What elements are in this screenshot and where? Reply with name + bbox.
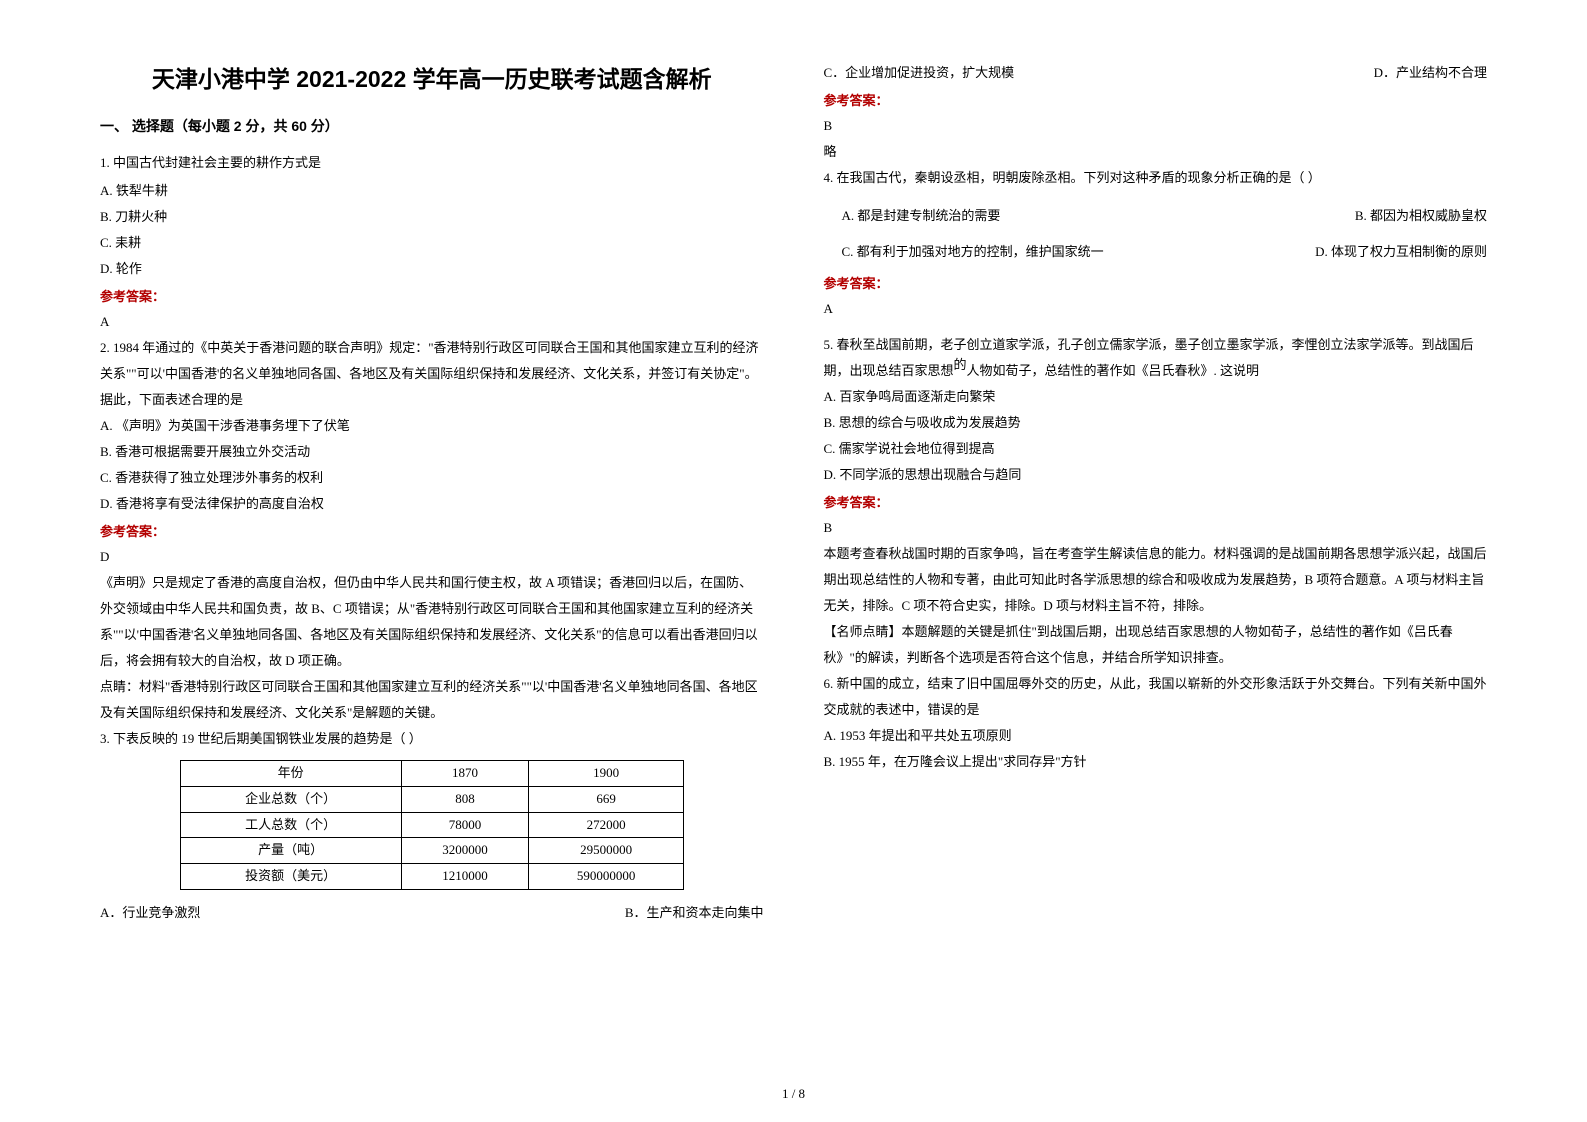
table-cell: 78000: [401, 812, 529, 838]
q5-option-c: C. 儒家学说社会地位得到提高: [824, 436, 1488, 462]
q3-option-d: D．产业结构不合理: [1374, 60, 1487, 86]
q2-stem: 2. 1984 年通过的《中英关于香港问题的联合声明》规定："香港特别行政区可同…: [100, 335, 764, 413]
q1-answer-label: 参考答案：: [100, 286, 764, 305]
table-row: 工人总数（个） 78000 272000: [180, 812, 683, 838]
q3-option-b-part1: B．生产和资本走向集中: [625, 900, 764, 926]
table-cell: 1900: [529, 761, 683, 787]
q3-answer-label: 参考答案：: [824, 90, 1488, 109]
page-number: 1 / 8: [782, 1086, 805, 1102]
table-cell: 1210000: [401, 864, 529, 890]
q4-option-a: A. 都是封建专制统治的需要: [842, 203, 1001, 229]
table-cell: 工人总数（个）: [180, 812, 401, 838]
q3-stem: 3. 下表反映的 19 世纪后期美国钢铁业发展的趋势是（ ）: [100, 726, 764, 752]
q2-option-d: D. 香港将享有受法律保护的高度自治权: [100, 491, 764, 517]
q2-explanation-1: 《声明》只是规定了香港的高度自治权，但仍由中华人民共和国行使主权，故 A 项错误…: [100, 570, 764, 674]
q1-option-a: A. 铁犁牛耕: [100, 178, 764, 204]
q1-stem: 1. 中国古代封建社会主要的耕作方式是: [100, 150, 764, 176]
q5-option-a: A. 百家争鸣局面逐渐走向繁荣: [824, 384, 1488, 410]
q5-explanation-1: 本题考查春秋战国时期的百家争鸣，旨在考查学生解读信息的能力。材料强调的是战国前期…: [824, 541, 1488, 619]
exam-title: 天津小港中学 2021-2022 学年高一历史联考试题含解析: [100, 60, 764, 94]
q3-options-row-ab: A．行业竞争激烈 B．生产和资本走向集中: [100, 900, 764, 926]
q5-explanation-2: 【名师点睛】本题解题的关键是抓住"到战国后期，出现总结百家思想的人物如荀子，总结…: [824, 619, 1488, 671]
table-row: 投资额（美元） 1210000 590000000: [180, 864, 683, 890]
table-cell: 企业总数（个）: [180, 786, 401, 812]
q4-stem: 4. 在我国古代，秦朝设丞相，明朝废除丞相。下列对这种矛盾的现象分析正确的是（ …: [824, 165, 1488, 191]
q3-options-row-cd: C．企业增加促进投资，扩大规模 D．产业结构不合理: [824, 60, 1488, 86]
q2-answer-label: 参考答案：: [100, 521, 764, 540]
table-cell: 产量（吨）: [180, 838, 401, 864]
q1-option-b: B. 刀耕火种: [100, 204, 764, 230]
q4-options-row-cd: C. 都有利于加强对地方的控制，维护国家统一 D. 体现了权力互相制衡的原则: [824, 239, 1488, 265]
table-row: 企业总数（个） 808 669: [180, 786, 683, 812]
q6-stem: 6. 新中国的成立，结束了旧中国屈辱外交的历史，从此，我国以崭新的外交形象活跃于…: [824, 671, 1488, 723]
table-cell: 1870: [401, 761, 529, 787]
q3-option-a: A．行业竞争激烈: [100, 900, 200, 926]
q6-option-a: A. 1953 年提出和平共处五项原则: [824, 723, 1488, 749]
q5-answer-label: 参考答案：: [824, 492, 1488, 511]
table-cell: 年份: [180, 761, 401, 787]
q5-stem: 5. 春秋至战国前期，老子创立道家学派，孔子创立儒家学派，墨子创立墨家学派，李悝…: [824, 332, 1488, 384]
table-cell: 272000: [529, 812, 683, 838]
left-column: 天津小港中学 2021-2022 学年高一历史联考试题含解析 一、 选择题（每小…: [100, 60, 764, 1082]
table-cell: 808: [401, 786, 529, 812]
table-row: 产量（吨） 3200000 29500000: [180, 838, 683, 864]
q4-answer-label: 参考答案：: [824, 273, 1488, 292]
q4-answer: A: [824, 296, 1488, 322]
q3-table: 年份 1870 1900 企业总数（个） 808 669 工人总数（个） 780…: [180, 760, 684, 890]
q4-option-c: C. 都有利于加强对地方的控制，维护国家统一: [842, 239, 1104, 265]
q2-option-b: B. 香港可根据需要开展独立外交活动: [100, 439, 764, 465]
q1-answer: A: [100, 309, 764, 335]
table-cell: 590000000: [529, 864, 683, 890]
q2-option-a: A. 《声明》为英国干涉香港事务埋下了伏笔: [100, 413, 764, 439]
q5-option-d: D. 不同学派的思想出现融合与趋同: [824, 462, 1488, 488]
q2-answer: D: [100, 544, 764, 570]
table-cell: 3200000: [401, 838, 529, 864]
q3-option-c: C．企业增加促进投资，扩大规模: [824, 60, 1015, 86]
table-cell: 29500000: [529, 838, 683, 864]
q5-stem-post: 人物如荀子，总结性的著作如《吕氏春秋》. 这说明: [967, 363, 1260, 378]
q5-option-b: B. 思想的综合与吸收成为发展趋势: [824, 410, 1488, 436]
q1-option-c: C. 耒耕: [100, 230, 764, 256]
q2-option-c: C. 香港获得了独立处理涉外事务的权利: [100, 465, 764, 491]
q2-explanation-2: 点睛：材料"香港特别行政区可同联合王国和其他国家建立互利的经济关系""以'中国香…: [100, 674, 764, 726]
q3-answer: B: [824, 113, 1488, 139]
table-cell: 669: [529, 786, 683, 812]
table-header-row: 年份 1870 1900: [180, 761, 683, 787]
q4-options-row-ab: A. 都是封建专制统治的需要 B. 都因为相权威胁皇权: [824, 203, 1488, 229]
q3-extra: 略: [824, 139, 1488, 165]
right-column: C．企业增加促进投资，扩大规模 D．产业结构不合理 参考答案： B 略 4. 在…: [824, 60, 1488, 1082]
q4-option-d: D. 体现了权力互相制衡的原则: [1315, 239, 1487, 265]
section-header: 一、 选择题（每小题 2 分，共 60 分）: [100, 116, 764, 136]
q5-stem-de: 的: [954, 357, 967, 372]
q6-option-b: B. 1955 年，在万隆会议上提出"求同存异"方针: [824, 749, 1488, 775]
q1-option-d: D. 轮作: [100, 256, 764, 282]
q4-option-b: B. 都因为相权威胁皇权: [1355, 203, 1487, 229]
q5-answer: B: [824, 515, 1488, 541]
table-cell: 投资额（美元）: [180, 864, 401, 890]
